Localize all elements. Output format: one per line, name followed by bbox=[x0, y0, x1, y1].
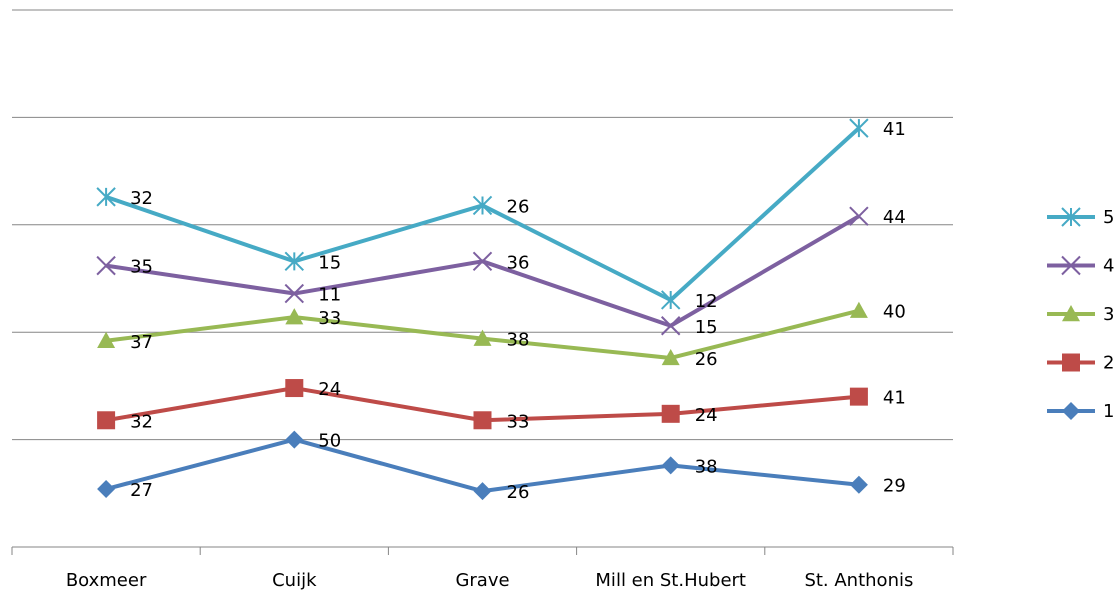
marker bbox=[849, 301, 868, 318]
legend-item: 2 bbox=[1047, 353, 1114, 374]
data-label: 33 bbox=[318, 308, 341, 329]
marker bbox=[472, 195, 493, 216]
data-label: 12 bbox=[695, 291, 718, 312]
x-tick-label: Mill en St.Hubert bbox=[595, 570, 746, 591]
marker bbox=[849, 206, 869, 226]
marker bbox=[660, 316, 681, 336]
marker bbox=[473, 329, 492, 346]
marker bbox=[284, 251, 305, 272]
legend-item: 5 bbox=[1047, 207, 1114, 228]
data-label: 11 bbox=[318, 285, 341, 306]
data-label: 38 bbox=[507, 330, 530, 351]
data-label: 26 bbox=[507, 196, 530, 217]
marker bbox=[849, 118, 869, 138]
data-label: 50 bbox=[318, 431, 341, 452]
marker bbox=[849, 387, 868, 406]
data-label: 27 bbox=[130, 480, 153, 501]
marker bbox=[1061, 207, 1081, 227]
marker bbox=[660, 290, 681, 310]
data-label: 26 bbox=[507, 482, 530, 503]
marker bbox=[285, 308, 304, 325]
marker bbox=[1062, 402, 1080, 420]
data-label: 24 bbox=[695, 405, 718, 426]
legend-item: 1 bbox=[1047, 401, 1114, 422]
data-label: 38 bbox=[695, 456, 718, 477]
data-label: 41 bbox=[883, 388, 906, 409]
marker bbox=[1062, 305, 1080, 322]
marker bbox=[97, 480, 116, 499]
legend-label: 4 bbox=[1103, 256, 1114, 277]
legend-label: 1 bbox=[1103, 401, 1114, 422]
marker bbox=[661, 404, 680, 423]
marker bbox=[849, 475, 868, 494]
legend-label: 2 bbox=[1103, 353, 1114, 374]
x-tick-label: St. Anthonis bbox=[804, 570, 913, 591]
data-label: 36 bbox=[507, 252, 530, 273]
data-label: 33 bbox=[507, 411, 530, 432]
data-label: 26 bbox=[695, 349, 718, 370]
marker bbox=[285, 430, 304, 449]
marker bbox=[661, 456, 680, 475]
x-tick-label: Cuijk bbox=[272, 570, 317, 591]
marker bbox=[285, 379, 304, 398]
marker bbox=[284, 283, 305, 304]
legend-label: 3 bbox=[1103, 304, 1114, 325]
data-label: 41 bbox=[883, 119, 906, 140]
marker bbox=[97, 411, 116, 430]
data-label: 35 bbox=[130, 257, 153, 278]
marker bbox=[97, 331, 116, 348]
legend-item: 4 bbox=[1047, 256, 1114, 277]
data-label: 40 bbox=[883, 302, 906, 323]
x-tick-label: Grave bbox=[455, 570, 509, 591]
data-label: 32 bbox=[130, 411, 153, 432]
marker bbox=[473, 482, 492, 501]
legend-item: 3 bbox=[1047, 304, 1114, 325]
data-label: 32 bbox=[130, 188, 153, 209]
data-label: 15 bbox=[695, 317, 718, 338]
marker bbox=[473, 411, 492, 430]
marker bbox=[96, 187, 116, 207]
marker bbox=[1061, 255, 1081, 276]
marker bbox=[96, 255, 116, 276]
legend-label: 5 bbox=[1103, 207, 1114, 228]
data-label: 15 bbox=[318, 252, 341, 273]
x-tick-label: Boxmeer bbox=[66, 570, 147, 591]
data-label: 37 bbox=[130, 332, 153, 353]
marker bbox=[1062, 353, 1080, 372]
data-label: 24 bbox=[318, 379, 341, 400]
data-label: 29 bbox=[883, 476, 906, 497]
marker bbox=[661, 348, 680, 366]
marker bbox=[472, 251, 493, 272]
data-label: 44 bbox=[883, 207, 906, 228]
